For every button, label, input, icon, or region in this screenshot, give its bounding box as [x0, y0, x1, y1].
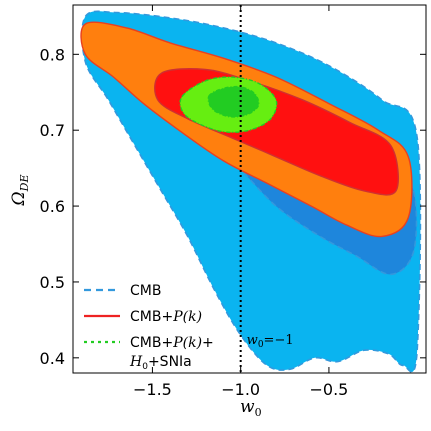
plot-frame: [72, 4, 427, 374]
x-tick-label: −0.5: [309, 380, 348, 399]
y-tick-label: 0.7: [40, 121, 65, 140]
y-axis-ticks: 0.4 0.5 0.6 0.7 0.8: [40, 45, 426, 368]
x-axis-title: w0: [240, 397, 262, 419]
y-tick-label: 0.8: [40, 45, 65, 64]
legend: CMB CMB+P(k) CMB+P(k)+ H0+SNIa: [84, 283, 214, 372]
legend-label: CMB: [130, 283, 161, 299]
legend-label: CMB+P(k)+: [130, 335, 214, 351]
reference-line-label: w0=−1: [247, 333, 294, 350]
y-tick-label: 0.4: [40, 349, 65, 368]
legend-label-line2: H0+SNIa: [129, 354, 192, 372]
svg-text:w0: w0: [240, 397, 262, 419]
x-axis-ticks: −1.5 −1.0 −0.5: [133, 5, 348, 399]
y-tick-label: 0.6: [40, 197, 65, 216]
x-tick-label: −1.5: [133, 380, 172, 399]
contour-regions: [80, 10, 422, 373]
region-cmb-p-k-h0-snia-68-: [207, 85, 260, 118]
legend-label: CMB+P(k): [130, 309, 202, 325]
x-tick-label: −1.0: [221, 380, 260, 399]
svg-text:ΩDE: ΩDE: [9, 175, 31, 207]
y-tick-label: 0.5: [40, 273, 65, 292]
y-axis-title: ΩDE: [9, 175, 31, 207]
